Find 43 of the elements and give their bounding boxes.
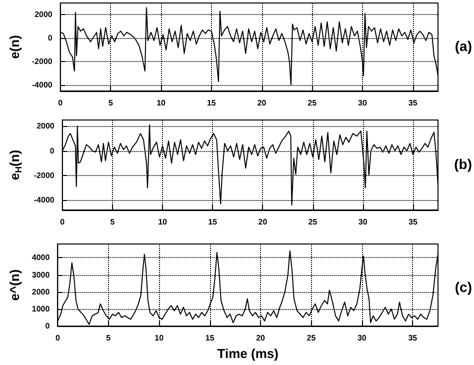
x-tick-label: 10: [154, 334, 164, 343]
x-tick-label: 10: [156, 98, 166, 108]
x-tick-label: 35: [408, 218, 418, 226]
x-tick-label: 0: [58, 98, 64, 108]
y-axis-title: e^(n): [7, 269, 22, 301]
y-tick-label: -2000: [34, 170, 55, 180]
y-tick-label: 2000: [36, 122, 55, 131]
y-tick-label: 0: [45, 322, 50, 331]
x-tick-label: 10: [158, 218, 168, 226]
x-tick-label: 20: [258, 218, 268, 226]
y-tick-label: 3000: [32, 270, 50, 280]
x-tick-label: 25: [306, 334, 316, 343]
y-tick-label: 2000: [32, 287, 50, 296]
x-tick-label: 0: [60, 218, 66, 226]
text: (b): [454, 156, 472, 172]
x-tick-label: 20: [256, 334, 266, 343]
text: (c): [454, 279, 472, 295]
x-tick-label: 35: [408, 98, 418, 108]
text: (a): [454, 38, 472, 54]
x-tick-label: 30: [357, 334, 367, 343]
x-axis-title: Time (ms): [217, 346, 278, 361]
y-tick-label: -4000: [34, 196, 55, 205]
y-tick-label: 2000: [34, 10, 53, 20]
x-tick-label: 15: [208, 218, 218, 226]
x-tick-label: 30: [358, 218, 368, 226]
x-tick-label: 5: [110, 218, 116, 226]
y-tick-label: -4000: [32, 80, 53, 90]
y-tick-label: 1000: [32, 304, 50, 314]
y-tick-label: 0: [48, 34, 53, 43]
x-tick-label: 30: [358, 98, 368, 108]
x-tick-label: 25: [308, 98, 318, 108]
y-axis-title: eH(n): [7, 150, 24, 180]
x-tick-label: 5: [106, 334, 112, 343]
x-tick-label: 20: [257, 98, 267, 108]
x-tick-label: 15: [206, 98, 216, 108]
y-axis-title: e(n): [7, 35, 22, 59]
x-tick-label: 15: [205, 334, 215, 343]
x-tick-label: 5: [108, 98, 114, 108]
x-tick-label: 25: [308, 218, 318, 226]
y-tick-label: 0: [50, 146, 55, 156]
x-tick-label: 35: [408, 334, 418, 343]
y-tick-label: 4000: [32, 253, 50, 262]
y-tick-label: -2000: [32, 57, 53, 66]
